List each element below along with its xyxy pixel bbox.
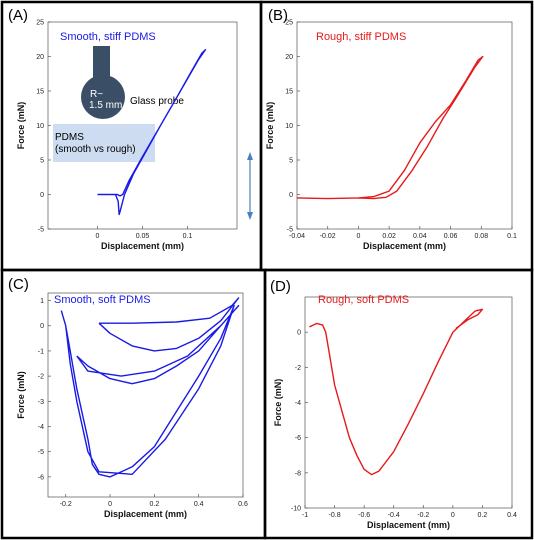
x-tick-label: 0.1 — [507, 233, 517, 240]
y-tick-label: 15 — [36, 89, 44, 96]
arrow-head-down — [247, 212, 253, 220]
arrow-head-up — [247, 152, 253, 160]
x-tick-label: -0.2 — [417, 512, 429, 519]
panel-d-border — [263, 268, 534, 540]
x-tick-label: 0.05 — [136, 233, 150, 240]
panel-label: (B) — [268, 7, 288, 24]
x-tick-label: 0.02 — [382, 233, 396, 240]
panel-label: (C) — [8, 276, 29, 293]
y-tick-label: -2 — [38, 374, 44, 381]
y-tick-label: 0 — [297, 330, 301, 337]
y-tick-label: 0 — [40, 323, 44, 330]
series-line-3 — [60, 304, 235, 478]
x-tick-label: 0.2 — [478, 512, 488, 519]
x-tick-label: -0.02 — [320, 233, 336, 240]
x-tick-label: 0 — [356, 233, 360, 240]
axes-box — [304, 296, 513, 509]
panel-caption: Smooth, stiff PDMS — [60, 31, 156, 43]
y-axis-label: Force (mN) — [273, 379, 283, 427]
y-tick-label: -4 — [295, 400, 301, 407]
x-tick-label: 0.08 — [474, 233, 488, 240]
x-tick-label: 0 — [451, 512, 455, 519]
x-tick-label: -0.04 — [289, 233, 305, 240]
glass-probe-label: Glass probe — [130, 96, 184, 107]
probe-radius-label: R~ 1.5 mm — [89, 89, 122, 111]
x-tick-label: -1 — [302, 512, 308, 519]
panel-d: -1 -0.8 -0.6 -0.4 -0.2 0 0.2 0.4-10-8-6-4-20Dis… — [270, 278, 517, 530]
series-line-1 — [97, 48, 207, 216]
x-axis-label: Displacement (mm) — [367, 520, 450, 530]
y-tick-label: 5 — [40, 158, 44, 165]
y-tick-label: -8 — [295, 470, 301, 477]
y-tick-label: -6 — [38, 474, 44, 481]
panel-b: -0.04 -0.02 0 0.02 0.04 0.06 0.08 0.1 -5 0 5 10 15 20… — [265, 7, 517, 251]
x-tick-label: 0.1 — [183, 233, 193, 240]
x-tick-label: -0.2 — [60, 501, 72, 508]
panel-label: (A) — [8, 7, 28, 24]
glass-probe-sphere — [81, 75, 125, 119]
y-tick-label: 10 — [285, 123, 293, 130]
y-tick-label: -5 — [38, 227, 44, 234]
y-tick-label: 15 — [285, 89, 293, 96]
y-tick-label: 5 — [289, 158, 293, 165]
x-tick-label: 0.04 — [413, 233, 427, 240]
x-axis-label: Displacement (mm) — [363, 241, 446, 251]
x-tick-label: 0 — [96, 233, 100, 240]
series-line-1 — [309, 308, 484, 476]
series-line-1 — [296, 55, 484, 200]
panel-caption: Rough, stiff PDMS — [316, 31, 406, 43]
panel-label: (D) — [270, 278, 291, 295]
x-tick-label: 0.06 — [444, 233, 458, 240]
y-tick-label: 10 — [36, 123, 44, 130]
x-tick-label: -0.8 — [329, 512, 341, 519]
y-tick-label: -5 — [38, 449, 44, 456]
y-tick-label: -3 — [38, 399, 44, 406]
pdms-label: PDMS (smooth vs rough) — [55, 132, 136, 155]
x-tick-label: -0.6 — [358, 512, 370, 519]
y-tick-label: 25 — [36, 20, 44, 27]
y-tick-label: -6 — [295, 435, 301, 442]
y-axis-label: Force (mN) — [16, 102, 26, 150]
panel-caption: Rough, soft PDMS — [318, 294, 409, 306]
x-tick-label: -0.4 — [388, 512, 400, 519]
y-axis-label: Force (mN) — [265, 102, 275, 150]
panel-c: -0.2 0 0.2 0.4 0.6 -6 -5 -4 -3 -2 -1 0 1 Displacement… — [8, 276, 248, 519]
x-axis-label: Displacement (mm) — [104, 509, 187, 519]
x-axis-label: Displacement (mm) — [101, 241, 184, 251]
panel-a: 0 0.05 0.1 -5 0 5 10 15 20 25 Displacement (mm) For… — [8, 7, 238, 251]
y-tick-label: 20 — [36, 54, 44, 61]
y-tick-label: 25 — [285, 20, 293, 27]
y-tick-label: -5 — [287, 227, 293, 234]
y-tick-label: 1 — [40, 298, 44, 305]
y-axis-label: Force (mN) — [16, 371, 26, 419]
panel-a-schematic: R~ 1.5 mm Glass probe PDMS (smooth vs roug… — [53, 46, 253, 220]
panel-caption: Smooth, soft PDMS — [54, 294, 151, 306]
y-tick-label: -2 — [295, 365, 301, 372]
series-line-1 — [98, 297, 240, 352]
x-tick-label: 0.2 — [149, 501, 159, 508]
y-tick-label: 0 — [40, 192, 44, 199]
series-line-2 — [76, 304, 240, 385]
x-tick-label: 0.4 — [507, 512, 517, 519]
x-tick-label: 0.6 — [238, 501, 248, 508]
pdms-substrate-block — [53, 124, 155, 162]
y-tick-label: 0 — [289, 192, 293, 199]
y-tick-label: 20 — [285, 54, 293, 61]
x-tick-label: 0 — [108, 501, 112, 508]
y-tick-label: -1 — [38, 348, 44, 355]
y-tick-label: -4 — [38, 424, 44, 431]
y-tick-label: -10 — [291, 506, 301, 513]
x-tick-label: 0.4 — [194, 501, 204, 508]
axes-box — [47, 292, 244, 498]
